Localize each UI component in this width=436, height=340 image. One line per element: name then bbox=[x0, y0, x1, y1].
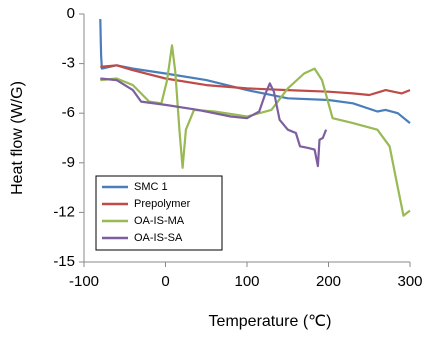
y-axis-label: Heat flow (W/G) bbox=[9, 81, 26, 195]
y-tick-label: -12 bbox=[53, 203, 75, 220]
legend-label: Prepolymer bbox=[134, 198, 191, 210]
series-line bbox=[100, 77, 328, 168]
y-tick-label: -3 bbox=[62, 55, 75, 72]
x-tick-label: 0 bbox=[161, 273, 169, 290]
legend-label: OA-IS-MA bbox=[134, 215, 185, 227]
x-axis-label: Temperature (℃) bbox=[209, 313, 332, 330]
x-tick-label: -100 bbox=[69, 273, 99, 290]
legend-label: SMC 1 bbox=[134, 181, 168, 193]
legend-label: OA-IS-SA bbox=[134, 232, 183, 244]
legend: SMC 1 Prepolymer OA-IS-MA OA-IS-SA bbox=[95, 175, 223, 251]
series-line bbox=[100, 44, 411, 217]
x-tick-label: 300 bbox=[397, 273, 422, 290]
series-line bbox=[99, 18, 411, 124]
x-tick-label: 200 bbox=[316, 273, 341, 290]
y-tick-label: -9 bbox=[62, 154, 75, 171]
y-tick-label: -6 bbox=[62, 104, 75, 121]
x-tick-label: 100 bbox=[234, 273, 259, 290]
y-tick-label: 0 bbox=[67, 5, 75, 22]
y-tick-label: -15 bbox=[53, 253, 75, 270]
